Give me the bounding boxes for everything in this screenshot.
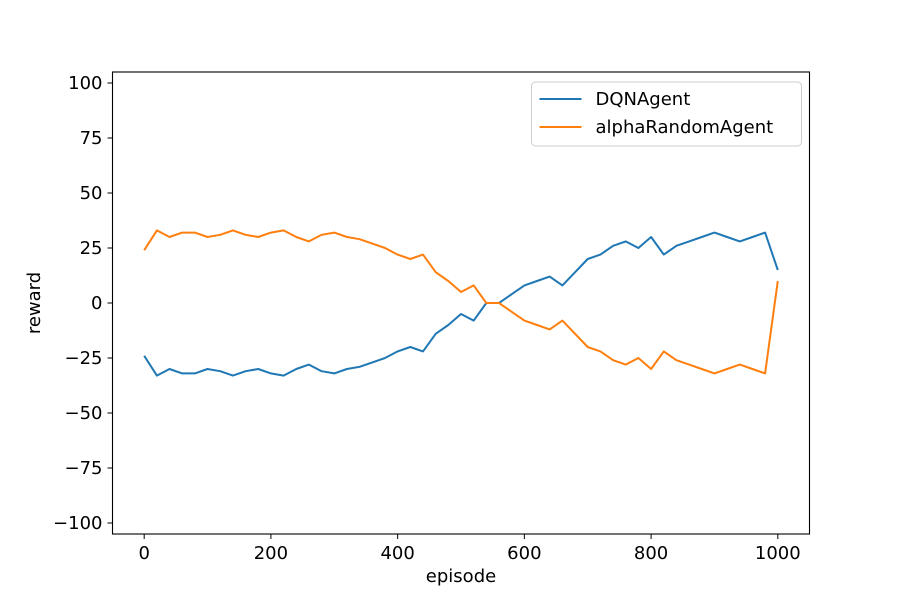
y-axis-label: reward xyxy=(24,272,45,334)
x-tick-label: 1000 xyxy=(755,543,801,564)
y-tick-label: 0 xyxy=(91,293,102,314)
legend-label-1: alphaRandomAgent xyxy=(596,117,774,138)
legend-box xyxy=(531,81,802,147)
y-tick-label: −25 xyxy=(65,348,103,369)
y-tick-label: 25 xyxy=(80,238,103,259)
y-tick-label: −75 xyxy=(65,458,103,479)
x-tick-label: 600 xyxy=(507,543,541,564)
series-line-0 xyxy=(143,231,779,377)
legend: DQNAgent alphaRandomAgent xyxy=(531,81,802,147)
y-tick-label: −50 xyxy=(65,403,103,424)
series-layer xyxy=(143,229,779,377)
y-tick-label: 50 xyxy=(80,183,103,204)
x-axis-label: episode xyxy=(426,566,496,587)
x-tick-label: 200 xyxy=(254,543,288,564)
series-line-1 xyxy=(143,229,779,375)
y-tick-label: −100 xyxy=(53,513,102,534)
legend-label-0: DQNAgent xyxy=(596,89,691,110)
y-axis: −100 −75 −50 −25 0 25 50 75 100 xyxy=(53,73,113,534)
y-tick-label: 100 xyxy=(68,73,102,94)
x-tick-label: 800 xyxy=(634,543,668,564)
x-tick-label: 400 xyxy=(380,543,414,564)
x-tick-label: 0 xyxy=(138,543,149,564)
y-tick-label: 75 xyxy=(80,128,103,149)
x-axis: 0 200 400 600 800 1000 xyxy=(138,534,801,564)
